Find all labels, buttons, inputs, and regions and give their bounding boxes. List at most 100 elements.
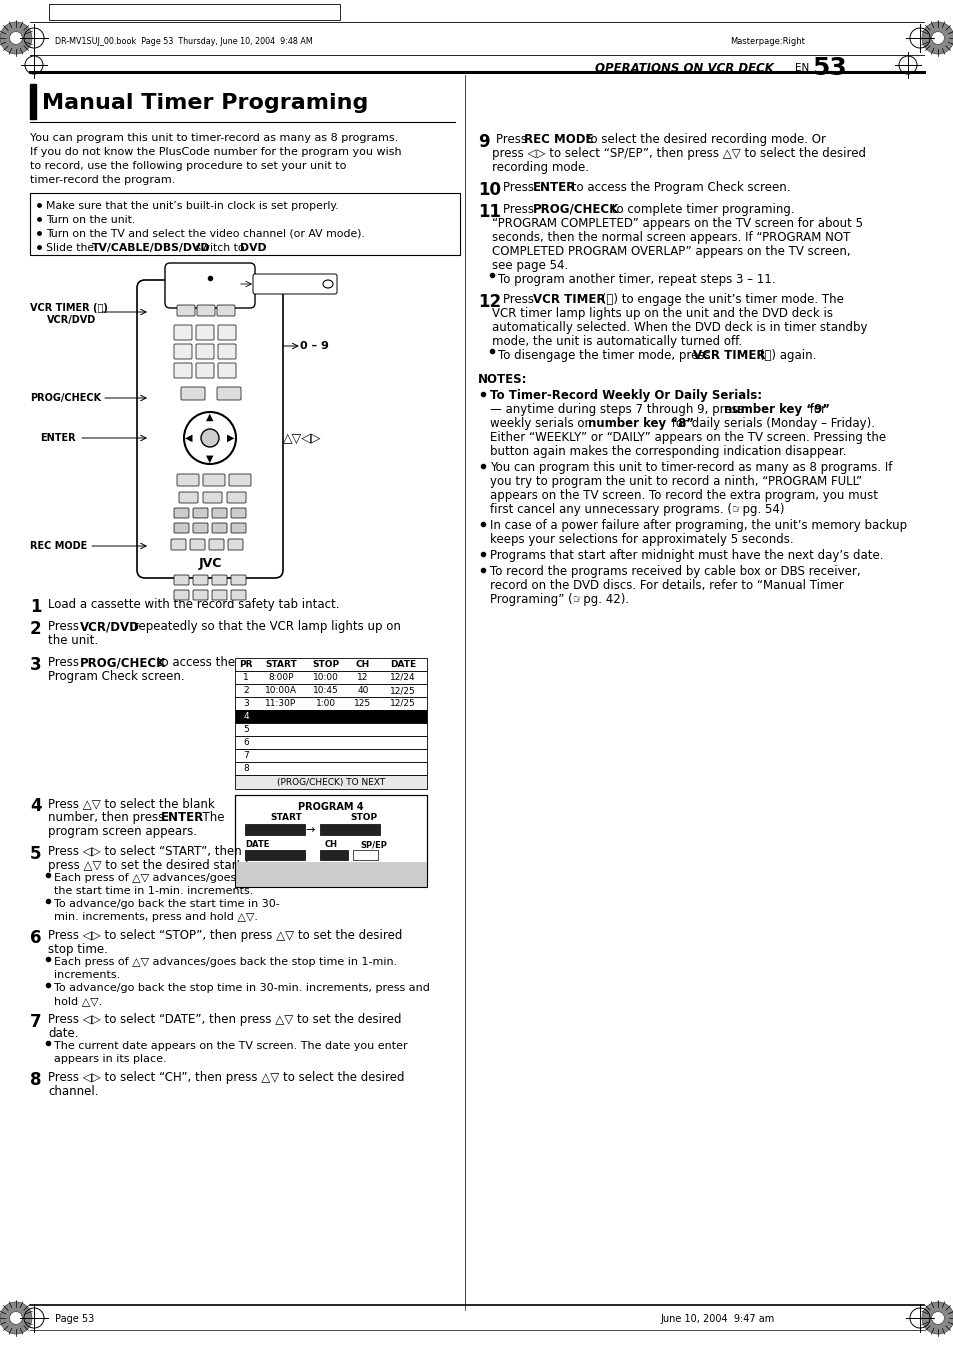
Text: →: → xyxy=(305,825,314,835)
Text: NOTES:: NOTES: xyxy=(477,373,527,386)
FancyBboxPatch shape xyxy=(165,263,254,308)
Bar xyxy=(30,193,459,255)
FancyBboxPatch shape xyxy=(231,508,246,517)
Text: SP/EP: SP/EP xyxy=(359,840,387,848)
Bar xyxy=(245,824,305,835)
Text: STOP: STOP xyxy=(313,661,339,669)
Circle shape xyxy=(921,22,953,54)
Text: PROG/CHECK: PROG/CHECK xyxy=(30,393,101,403)
Text: To program another timer, repeat steps 3 – 11.: To program another timer, repeat steps 3… xyxy=(497,273,775,286)
Text: Press ◁▷ to select “START”, then: Press ◁▷ to select “START”, then xyxy=(48,844,241,858)
Bar xyxy=(234,862,427,875)
Text: REC MODE: REC MODE xyxy=(30,540,87,551)
Text: date.: date. xyxy=(48,1027,78,1040)
Circle shape xyxy=(931,31,943,45)
FancyBboxPatch shape xyxy=(218,345,235,359)
Text: 6: 6 xyxy=(30,929,42,947)
FancyBboxPatch shape xyxy=(212,590,227,600)
Text: SP: SP xyxy=(359,851,370,859)
FancyBboxPatch shape xyxy=(190,539,205,550)
Text: to access the: to access the xyxy=(152,657,234,669)
Bar xyxy=(234,862,427,875)
Text: ◀: ◀ xyxy=(185,434,193,443)
FancyBboxPatch shape xyxy=(177,305,194,316)
Text: Filename [DR-MV1SUJ_07VCR Operation.fm]: Filename [DR-MV1SUJ_07VCR Operation.fm] xyxy=(53,8,230,16)
Text: ENTER: ENTER xyxy=(533,181,576,195)
Text: number key “9”: number key “9” xyxy=(723,403,829,416)
FancyBboxPatch shape xyxy=(228,539,243,550)
Text: 7: 7 xyxy=(243,751,249,761)
Text: June 10, 2004  9:47 am: June 10, 2004 9:47 am xyxy=(659,1315,774,1324)
Text: Press ◁▷ to select “CH”, then press △▽ to select the desired: Press ◁▷ to select “CH”, then press △▽ t… xyxy=(48,1071,404,1084)
Text: Programing” (☞pg. 42).: Programing” (☞pg. 42). xyxy=(490,593,628,607)
FancyBboxPatch shape xyxy=(231,576,246,585)
Text: .: . xyxy=(257,243,261,253)
FancyBboxPatch shape xyxy=(181,386,205,400)
Text: 3: 3 xyxy=(30,657,42,674)
Text: min. increments, press and hold △▽.: min. increments, press and hold △▽. xyxy=(54,912,257,921)
Text: first cancel any unnecessary programs. (☞pg. 54): first cancel any unnecessary programs. (… xyxy=(490,503,783,516)
Text: (⎻) to engage the unit’s timer mode. The: (⎻) to engage the unit’s timer mode. The xyxy=(598,293,843,305)
Text: PROG/CHECK: PROG/CHECK xyxy=(533,203,618,216)
Text: (PROG/CHECK) TO NEXT: (PROG/CHECK) TO NEXT xyxy=(276,777,385,786)
FancyBboxPatch shape xyxy=(177,474,199,486)
Text: Press: Press xyxy=(502,293,537,305)
FancyBboxPatch shape xyxy=(173,576,189,585)
FancyBboxPatch shape xyxy=(195,326,213,340)
FancyBboxPatch shape xyxy=(173,590,189,600)
Bar xyxy=(234,671,427,684)
FancyBboxPatch shape xyxy=(173,363,192,378)
Bar xyxy=(234,762,427,775)
Bar xyxy=(245,850,305,861)
Text: Page 53: Page 53 xyxy=(55,1315,94,1324)
Text: see page 54.: see page 54. xyxy=(492,259,568,272)
Text: 9=WEEKLY); THEN (ENTER): 9=WEEKLY); THEN (ENTER) xyxy=(237,865,341,874)
Text: ENTER: ENTER xyxy=(161,811,204,824)
FancyBboxPatch shape xyxy=(203,474,225,486)
Text: 7: 7 xyxy=(30,1013,42,1031)
FancyBboxPatch shape xyxy=(173,326,192,340)
FancyBboxPatch shape xyxy=(193,576,208,585)
Text: ---: --- xyxy=(329,851,338,859)
Text: 53: 53 xyxy=(811,55,846,80)
Text: switch to: switch to xyxy=(192,243,248,253)
Text: to record, use the following procedure to set your unit to: to record, use the following procedure t… xyxy=(30,161,346,172)
Text: for: for xyxy=(805,403,825,416)
Text: automatically selected. When the DVD deck is in timer standby: automatically selected. When the DVD dec… xyxy=(492,322,866,334)
Text: 12/24: 12/24 xyxy=(390,673,416,682)
Text: recording mode.: recording mode. xyxy=(492,161,588,174)
FancyBboxPatch shape xyxy=(196,305,214,316)
Text: press △▽ to set the desired start time.: press △▽ to set the desired start time. xyxy=(48,859,275,871)
Text: Press ◁▷ to select “DATE”, then press △▽ to set the desired: Press ◁▷ to select “DATE”, then press △▽… xyxy=(48,1013,401,1025)
Text: To disengage the timer mode, press: To disengage the timer mode, press xyxy=(497,349,714,362)
Text: PRESS (△▽◁▷, 8=DAILY: PRESS (△▽◁▷, 8=DAILY xyxy=(237,865,328,874)
FancyBboxPatch shape xyxy=(209,539,224,550)
Text: 1: 1 xyxy=(30,598,42,616)
Circle shape xyxy=(10,1312,22,1324)
Text: --/--/--: --/--/-- xyxy=(263,851,287,859)
Bar xyxy=(234,794,427,875)
Text: repeatedly so that the VCR lamp lights up on: repeatedly so that the VCR lamp lights u… xyxy=(130,620,400,634)
Text: 2: 2 xyxy=(30,620,42,638)
Text: ▼: ▼ xyxy=(206,454,213,463)
Text: appears on the TV screen. To record the extra program, you must: appears on the TV screen. To record the … xyxy=(490,489,877,503)
Text: DATE: DATE xyxy=(245,840,269,848)
Text: Press: Press xyxy=(502,181,537,195)
Text: seconds, then the normal screen appears. If “PROGRAM NOT: seconds, then the normal screen appears.… xyxy=(492,231,849,245)
Text: Make sure that the unit’s built-in clock is set properly.: Make sure that the unit’s built-in clock… xyxy=(46,201,338,211)
Text: 12/25: 12/25 xyxy=(390,686,416,694)
Text: appears in its place.: appears in its place. xyxy=(54,1054,167,1065)
Text: Slide the: Slide the xyxy=(46,243,97,253)
Text: You can program this unit to timer-record as many as 8 programs. If: You can program this unit to timer-recor… xyxy=(490,461,891,474)
Text: keeps your selections for approximately 5 seconds.: keeps your selections for approximately … xyxy=(490,534,793,546)
Text: Press: Press xyxy=(496,132,530,146)
Text: Program Check screen.: Program Check screen. xyxy=(48,670,185,684)
FancyBboxPatch shape xyxy=(216,386,241,400)
Text: Programs that start after midnight must have the next day’s date.: Programs that start after midnight must … xyxy=(490,549,882,562)
FancyBboxPatch shape xyxy=(179,492,198,503)
Text: 2: 2 xyxy=(243,686,249,694)
Text: 9: 9 xyxy=(477,132,489,151)
Text: — anytime during steps 7 through 9, press: — anytime during steps 7 through 9, pres… xyxy=(490,403,747,416)
Circle shape xyxy=(10,31,22,45)
Text: VCR TIMER: VCR TIMER xyxy=(533,293,605,305)
